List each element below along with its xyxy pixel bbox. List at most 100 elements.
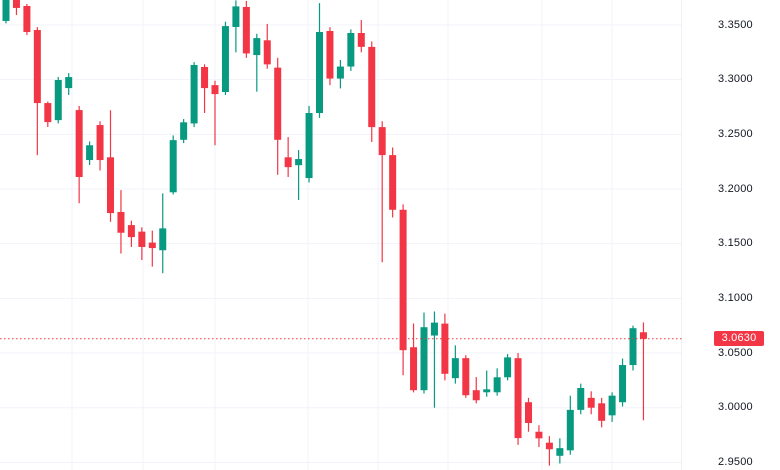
y-axis-label: 3.1500 — [718, 237, 753, 250]
candle-body — [169, 140, 177, 193]
candle[interactable] — [357, 20, 365, 53]
candle[interactable] — [389, 147, 397, 218]
candle[interactable] — [545, 436, 553, 466]
candle[interactable] — [253, 33, 261, 92]
candle-body — [608, 395, 616, 416]
candle-body — [410, 347, 418, 391]
candle-body — [389, 155, 397, 210]
candle[interactable] — [525, 397, 532, 432]
candle-body — [357, 32, 365, 47]
candle[interactable] — [263, 23, 271, 69]
candle-body — [378, 127, 386, 156]
candle[interactable] — [190, 62, 198, 128]
candle[interactable] — [441, 313, 449, 381]
price-axis[interactable]: 3.0630 3.3500 3.3000 3.2500 3.2000 3.1500 3.1… — [682, 0, 780, 470]
candle-body — [221, 26, 229, 93]
candle-body — [629, 328, 637, 366]
candle[interactable] — [305, 105, 313, 183]
candle[interactable] — [117, 190, 125, 254]
candle[interactable] — [577, 383, 585, 415]
y-axis-label: 3.1000 — [718, 291, 753, 304]
candle-body — [441, 323, 449, 374]
candle[interactable] — [284, 137, 292, 177]
candle-body — [305, 113, 313, 179]
candle[interactable] — [75, 105, 83, 204]
candle[interactable] — [107, 110, 114, 222]
candle[interactable] — [619, 358, 627, 407]
y-axis-label: 3.2000 — [718, 182, 753, 195]
candle[interactable] — [96, 121, 104, 171]
candle[interactable] — [65, 73, 73, 95]
candle-body — [117, 211, 125, 233]
candle[interactable] — [86, 141, 94, 165]
candle[interactable] — [201, 64, 209, 114]
candle[interactable] — [274, 57, 282, 175]
candle-body — [232, 6, 240, 27]
candle[interactable] — [514, 353, 522, 445]
candle-body — [420, 327, 428, 391]
candle[interactable] — [535, 425, 543, 448]
candle[interactable] — [23, 4, 31, 35]
candle[interactable] — [316, 3, 323, 118]
candle[interactable] — [232, 0, 240, 53]
candle[interactable] — [504, 354, 512, 381]
candle[interactable] — [566, 395, 574, 455]
candle[interactable] — [629, 325, 637, 371]
candle-body — [598, 403, 606, 421]
candle[interactable] — [242, 0, 250, 58]
candle[interactable] — [430, 311, 438, 408]
candle[interactable] — [326, 27, 334, 86]
candle[interactable] — [587, 391, 595, 415]
candle[interactable] — [336, 59, 344, 89]
candle[interactable] — [12, 0, 20, 15]
candle[interactable] — [169, 135, 177, 195]
candle[interactable] — [347, 29, 355, 71]
candle-body — [451, 358, 459, 379]
candle[interactable] — [639, 322, 647, 421]
candle[interactable] — [472, 377, 480, 404]
candle[interactable] — [54, 76, 62, 124]
candle[interactable] — [295, 150, 303, 200]
candle[interactable] — [44, 101, 52, 128]
candle[interactable] — [410, 323, 418, 393]
candle-body — [148, 242, 156, 249]
candle-body — [284, 157, 292, 168]
candle-body — [12, 0, 20, 8]
candle[interactable] — [127, 220, 135, 247]
candle[interactable] — [368, 41, 376, 142]
candle[interactable] — [483, 370, 491, 397]
candle[interactable] — [598, 397, 606, 428]
candle-body — [483, 389, 491, 393]
candle-body — [65, 77, 73, 89]
candle[interactable] — [556, 438, 564, 464]
candle[interactable] — [211, 80, 219, 146]
candle-body — [201, 66, 209, 89]
candle[interactable] — [420, 312, 428, 394]
candle[interactable] — [138, 227, 146, 261]
candle-body — [54, 79, 62, 121]
candle[interactable] — [608, 392, 616, 422]
candle[interactable] — [2, 0, 10, 24]
y-axis-label: 3.3500 — [718, 18, 753, 31]
last-price-badge: 3.0630 — [714, 331, 764, 347]
candle-body — [44, 103, 52, 123]
candle-body — [190, 65, 198, 124]
candle[interactable] — [462, 355, 470, 398]
candle[interactable] — [378, 121, 386, 263]
candle[interactable] — [33, 27, 41, 156]
candle[interactable] — [148, 230, 156, 267]
candle[interactable] — [180, 119, 188, 144]
candle-body — [180, 122, 188, 140]
candle-body — [336, 66, 344, 79]
candle[interactable] — [221, 21, 229, 95]
candle[interactable] — [399, 204, 407, 376]
candle-body — [587, 397, 595, 408]
candle[interactable] — [451, 345, 459, 384]
candle[interactable] — [493, 368, 501, 396]
candle-body — [368, 46, 376, 128]
candle-body — [159, 228, 167, 251]
candle[interactable] — [159, 193, 167, 274]
candle-body — [577, 388, 585, 410]
